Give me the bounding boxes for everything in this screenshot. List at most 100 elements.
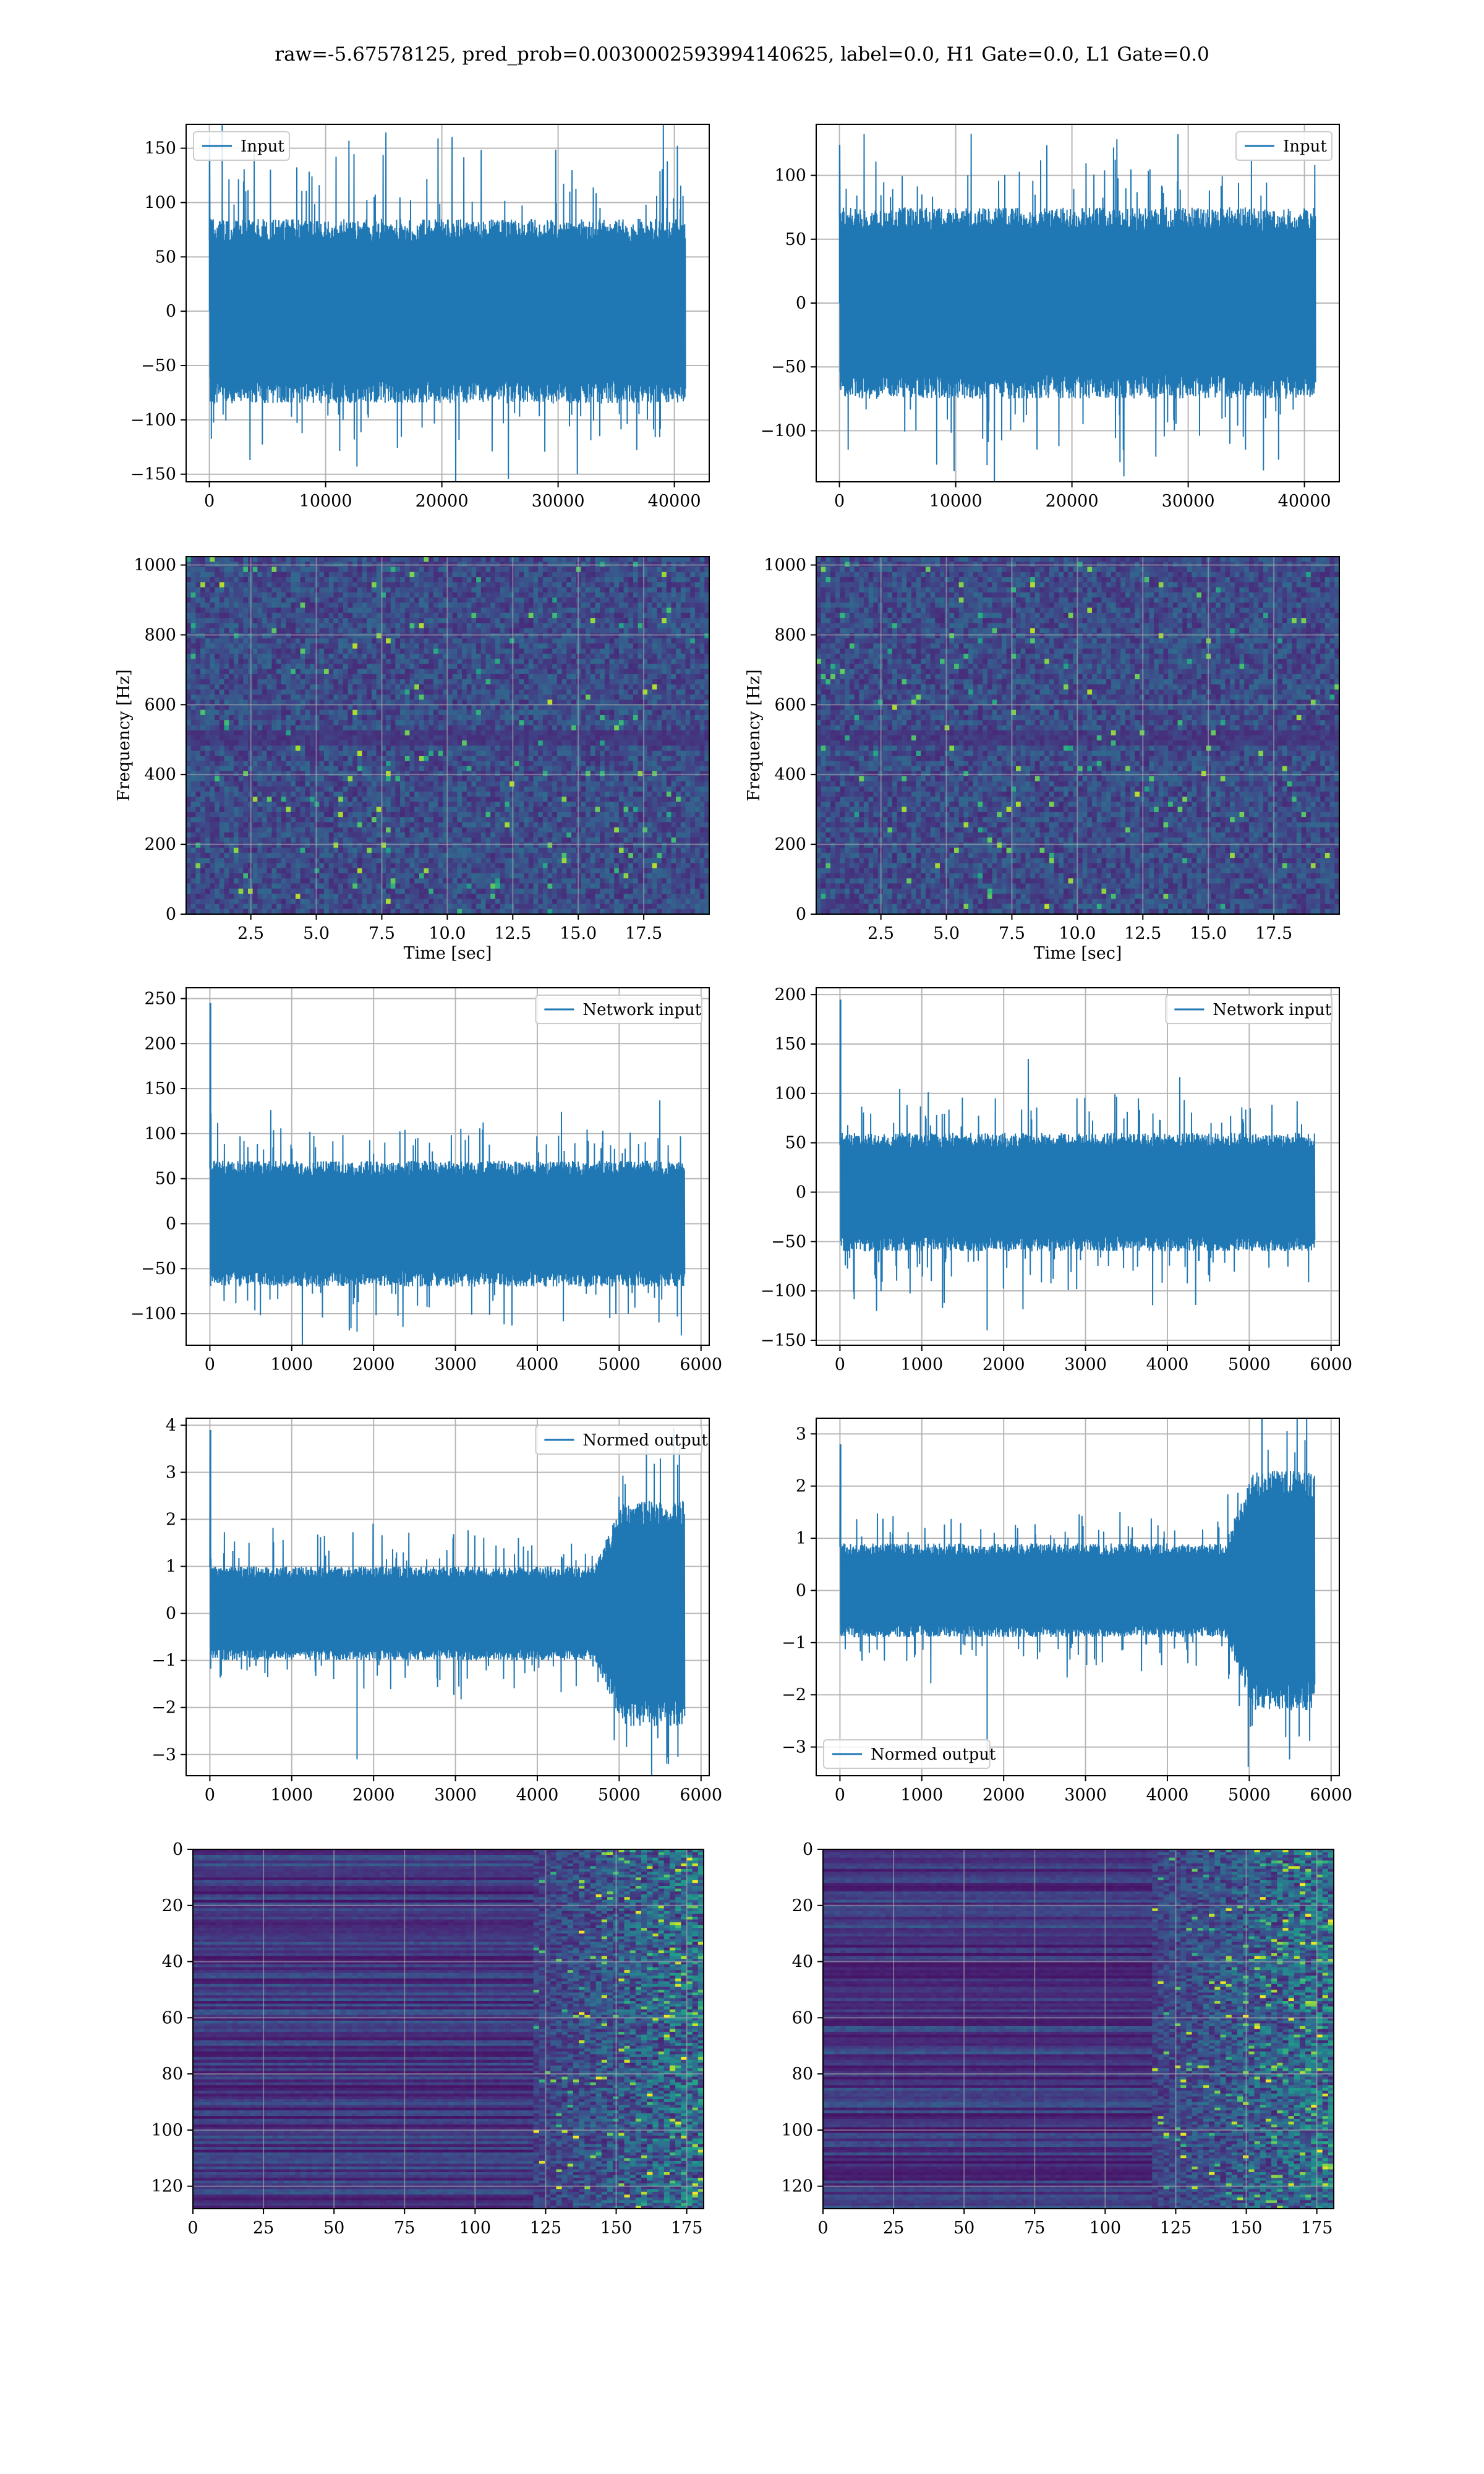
- spectrogram-cell: [343, 571, 349, 578]
- spectrogram-cell: [638, 725, 643, 731]
- spectrogram-cell: [243, 557, 249, 562]
- spectrogram-cell: [538, 745, 544, 751]
- spectrogram-cell: [642, 597, 648, 603]
- spectrogram-cell: [286, 571, 291, 578]
- spectrogram-cell: [319, 592, 325, 598]
- spectrogram-cell: [362, 745, 367, 751]
- spectrogram-cell: [395, 704, 401, 711]
- spectrogram-cell: [618, 628, 625, 634]
- spectrogram-cell: [390, 720, 396, 726]
- spectrogram-cell: [685, 659, 691, 664]
- spectrogram-cell: [556, 602, 563, 609]
- spectrogram-cell: [190, 674, 196, 680]
- spectrogram-cell: [704, 557, 709, 562]
- spectrogram-cell: [291, 659, 296, 664]
- spectrogram-cell: [552, 709, 558, 716]
- spectrogram-cell: [362, 714, 367, 721]
- spectrogram-cell: [186, 612, 192, 618]
- spectrogram-cell: [219, 674, 225, 680]
- spectrogram-cell: [305, 592, 310, 598]
- spectrogram-cell: [676, 745, 681, 751]
- spectrogram-cell: [671, 592, 676, 598]
- spectrogram-cell: [609, 597, 615, 603]
- spectrogram-cell: [556, 592, 563, 598]
- spectrogram-cell: [638, 643, 643, 649]
- spectrogram-cell: [257, 709, 263, 716]
- spectrogram-cell: [367, 557, 372, 562]
- spectrogram-cell: [614, 623, 620, 629]
- spectrogram-cell: [352, 725, 358, 731]
- spectrogram-cell: [618, 612, 625, 618]
- spectrogram-cell: [462, 679, 467, 685]
- spectrogram-cell: [657, 689, 662, 695]
- spectrogram-cell: [490, 700, 496, 706]
- spectrogram-cell: [505, 694, 510, 700]
- spectrogram-cell: [561, 679, 567, 685]
- spectrogram-cell: [186, 689, 192, 695]
- spectrogram-cell: [542, 557, 548, 562]
- spectrogram-cell: [433, 633, 439, 639]
- spectrogram-cell: [581, 745, 586, 751]
- spectrogram-cell: [276, 679, 282, 685]
- spectrogram-cell: [462, 592, 467, 598]
- spectrogram-cell: [657, 694, 662, 700]
- spectrogram-cell: [328, 679, 335, 685]
- spectrogram-cell: [215, 740, 220, 747]
- spectrogram-cell: [443, 725, 448, 731]
- spectrogram-cell: [333, 571, 339, 578]
- spectrogram-cell: [476, 597, 482, 603]
- spectrogram-cell: [666, 714, 672, 721]
- spectrogram-cell: [291, 720, 296, 726]
- spectrogram-cell: [466, 669, 472, 675]
- spectrogram-cell: [528, 653, 534, 659]
- spectrogram-cell: [300, 745, 305, 751]
- spectrogram-cell: [200, 602, 206, 609]
- spectrogram-cell: [704, 720, 709, 726]
- spectrogram-cell: [457, 648, 463, 654]
- spectrogram-cell: [571, 612, 577, 618]
- spectrogram-cell: [623, 633, 629, 639]
- spectrogram-cell: [466, 704, 472, 711]
- spectrogram-cell: [281, 761, 287, 767]
- spectrogram-cell: [433, 689, 439, 695]
- spectrogram-cell: [276, 592, 282, 598]
- spectrogram-cell: [685, 745, 691, 751]
- spectrogram-cell: [600, 612, 605, 618]
- spectrogram-cell: [600, 628, 605, 634]
- spectrogram-cell: [195, 618, 201, 623]
- spectrogram-cell: [386, 714, 391, 721]
- spectrogram-cell: [414, 756, 420, 761]
- spectrogram-cell: [200, 700, 206, 706]
- spectrogram-cell: [419, 618, 425, 623]
- spectrogram-cell: [647, 730, 653, 736]
- spectrogram-cell: [295, 684, 301, 690]
- spectrogram-cell: [429, 567, 434, 573]
- spectrogram-cell: [186, 577, 192, 583]
- spectrogram-cell: [243, 679, 249, 685]
- spectrogram-cell: [476, 740, 482, 747]
- spectrogram-cell: [305, 571, 310, 578]
- spectrogram-cell: [281, 607, 287, 614]
- spectrogram-cell: [443, 618, 448, 623]
- spectrogram-cell: [662, 633, 667, 639]
- spectrogram-cell: [528, 700, 534, 706]
- spectrogram-cell: [490, 704, 496, 711]
- spectrogram-cell: [448, 638, 453, 644]
- spectrogram-cell: [638, 761, 643, 767]
- spectrogram-cell: [538, 587, 544, 593]
- spectrogram-cell: [628, 766, 634, 772]
- spectrogram-cell: [386, 567, 391, 573]
- spectrogram-cell: [314, 750, 320, 756]
- spectrogram-cell: [262, 577, 268, 583]
- spectrogram-cell: [638, 720, 643, 726]
- spectrogram-cell: [500, 597, 505, 603]
- spectrogram-cell: [566, 612, 572, 618]
- spectrogram-cell: [538, 694, 544, 700]
- spectrogram-cell: [186, 725, 192, 731]
- spectrogram-cell: [533, 592, 539, 598]
- spectrogram-cell: [419, 633, 425, 639]
- spectrogram-cell: [367, 618, 372, 623]
- spectrogram-cell: [485, 720, 491, 726]
- spectrogram-cell: [647, 567, 653, 573]
- spectrogram-cell: [200, 582, 206, 588]
